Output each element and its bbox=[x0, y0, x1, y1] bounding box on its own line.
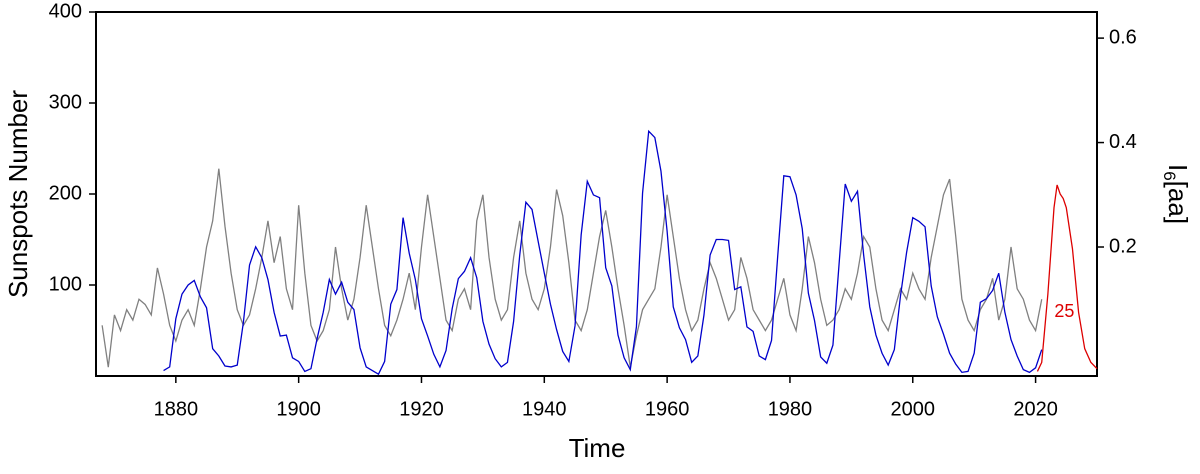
x-tick-label: 1880 bbox=[154, 398, 199, 420]
y2-tick-label: 0.4 bbox=[1109, 131, 1137, 153]
label-part: [aa] bbox=[1163, 181, 1193, 224]
y-tick-label: 100 bbox=[49, 273, 82, 295]
series-line bbox=[163, 129, 1043, 376]
label-subscript: 6 bbox=[1160, 171, 1179, 180]
x-tick-label: 2020 bbox=[1013, 398, 1058, 420]
series-line bbox=[101, 168, 1043, 368]
x-tick-label: 1980 bbox=[768, 398, 813, 420]
annotation: 25 bbox=[1054, 301, 1074, 321]
x-tick-label: 1960 bbox=[645, 398, 690, 420]
y2-tick-label: 0.2 bbox=[1109, 235, 1137, 257]
y-tick-label: 300 bbox=[49, 91, 82, 113]
series-line bbox=[1036, 184, 1098, 372]
x-axis-label: Time bbox=[569, 433, 626, 463]
y2-axis-label: I6[aa] bbox=[1160, 164, 1194, 224]
x-tick-label: 1900 bbox=[276, 398, 321, 420]
y-tick-label: 200 bbox=[49, 182, 82, 204]
x-tick-label: 2000 bbox=[891, 398, 936, 420]
x-tick-label: 1940 bbox=[522, 398, 567, 420]
y-tick-label: 400 bbox=[49, 0, 82, 22]
x-tick-label: 1920 bbox=[399, 398, 444, 420]
label-part: I bbox=[1163, 164, 1193, 171]
y2-tick-label: 0.6 bbox=[1109, 26, 1137, 48]
y-axis-label: Sunspots Number bbox=[3, 90, 33, 298]
